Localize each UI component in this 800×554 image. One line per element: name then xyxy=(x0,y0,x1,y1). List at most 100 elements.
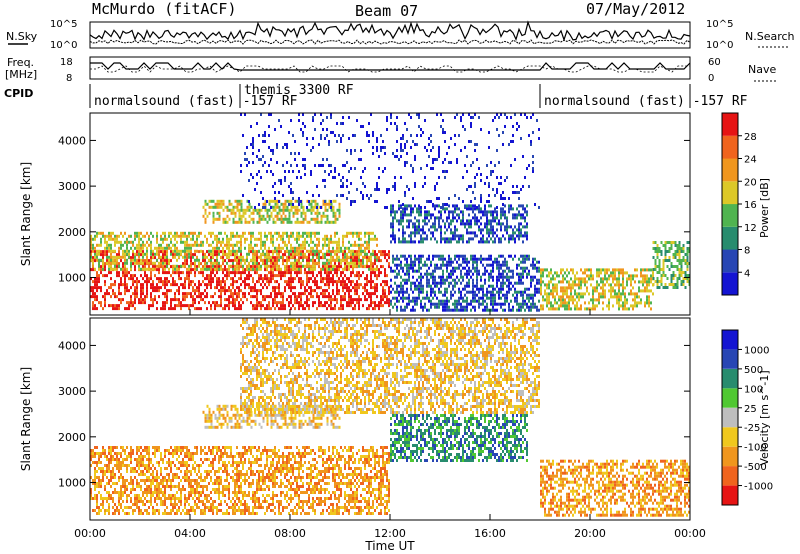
power-cell xyxy=(446,296,448,300)
power-cell xyxy=(218,249,220,253)
power-cell xyxy=(474,269,476,273)
power-cell xyxy=(348,301,350,305)
power-cell xyxy=(310,237,312,241)
power-cell xyxy=(340,295,342,299)
power-cell xyxy=(238,255,240,259)
power-cell xyxy=(304,271,306,275)
power-cell xyxy=(290,249,292,253)
power-cell xyxy=(476,275,478,279)
power-cell xyxy=(524,257,526,261)
power-cell xyxy=(424,216,426,220)
power-cell xyxy=(174,234,176,238)
power-cell xyxy=(504,210,506,214)
power-cell xyxy=(300,202,303,206)
power-cell xyxy=(560,295,562,299)
power-cell xyxy=(472,296,474,300)
power-cell xyxy=(272,237,274,241)
power-cell xyxy=(368,231,370,235)
power-cell xyxy=(526,272,528,276)
power-cell xyxy=(516,234,518,238)
power-cell xyxy=(514,296,516,300)
power-cell xyxy=(100,286,102,290)
power-cell xyxy=(272,271,274,275)
power-cell xyxy=(438,204,440,208)
power-cell xyxy=(268,271,270,275)
power-cell xyxy=(212,295,214,299)
power-cell xyxy=(260,255,262,259)
power-cell xyxy=(276,264,278,268)
power-cell xyxy=(148,243,150,247)
power-cell xyxy=(258,158,260,161)
power-cell xyxy=(542,295,544,299)
power-cell xyxy=(270,170,272,173)
power-cell xyxy=(442,161,444,164)
power-cell xyxy=(304,268,306,272)
power-cell xyxy=(356,298,358,302)
power-cell xyxy=(370,283,372,287)
power-cell xyxy=(418,296,420,300)
power-cell xyxy=(298,252,300,256)
power-cell xyxy=(286,205,289,209)
power-cell xyxy=(350,149,352,152)
power-cell xyxy=(226,205,229,209)
power-cell xyxy=(318,255,320,259)
power-cell xyxy=(296,249,298,253)
power-cell xyxy=(540,283,542,287)
power-cell xyxy=(490,173,492,176)
power-cell xyxy=(376,295,378,299)
power-cell xyxy=(326,243,328,247)
power-cell xyxy=(282,259,284,263)
power-cell xyxy=(506,231,508,235)
power-cell xyxy=(340,304,342,308)
power-cell xyxy=(268,214,271,218)
power-cell xyxy=(116,274,118,278)
power-cell xyxy=(258,255,260,259)
power-cell xyxy=(230,231,232,235)
power-cell xyxy=(456,158,458,161)
power-cell xyxy=(174,231,176,235)
power-cell xyxy=(526,213,528,217)
power-cell xyxy=(234,280,236,284)
power-cell xyxy=(106,261,108,265)
power-cell xyxy=(278,264,280,268)
power-cell xyxy=(240,240,242,244)
power-cell xyxy=(344,292,346,296)
power-cell xyxy=(288,249,290,253)
power-cell xyxy=(232,259,234,263)
power-cell xyxy=(250,301,252,305)
power-cell xyxy=(524,302,526,306)
power-cell xyxy=(342,256,344,260)
power-cell xyxy=(228,199,231,203)
power-cell xyxy=(186,277,188,281)
power-cell xyxy=(502,284,504,288)
power-cell xyxy=(104,237,106,241)
power-cell xyxy=(184,292,186,296)
power-cell xyxy=(278,191,280,194)
power-cell xyxy=(184,283,186,287)
power-cell xyxy=(134,237,136,241)
power-cell xyxy=(304,125,306,128)
power-cell xyxy=(396,290,398,294)
power-cell xyxy=(430,149,432,152)
power-cell xyxy=(586,286,588,290)
power-cell xyxy=(312,280,314,284)
power-cell xyxy=(152,280,154,284)
power-cell xyxy=(496,213,498,217)
power-cell xyxy=(148,237,150,241)
power-cell xyxy=(404,164,406,167)
power-cell xyxy=(448,222,450,226)
power-cell xyxy=(486,296,488,300)
power-cell xyxy=(154,286,156,290)
power-cell xyxy=(116,255,118,259)
power-cell xyxy=(92,243,94,247)
power-cell xyxy=(152,249,154,253)
power-cell xyxy=(504,113,506,116)
power-cell xyxy=(306,208,309,212)
power-cell xyxy=(156,246,158,250)
power-cell xyxy=(420,278,422,282)
power-cell xyxy=(302,256,304,260)
power-cell xyxy=(218,231,220,235)
power-cell xyxy=(284,176,286,179)
power-cell xyxy=(478,287,480,291)
power-cell xyxy=(354,286,356,290)
